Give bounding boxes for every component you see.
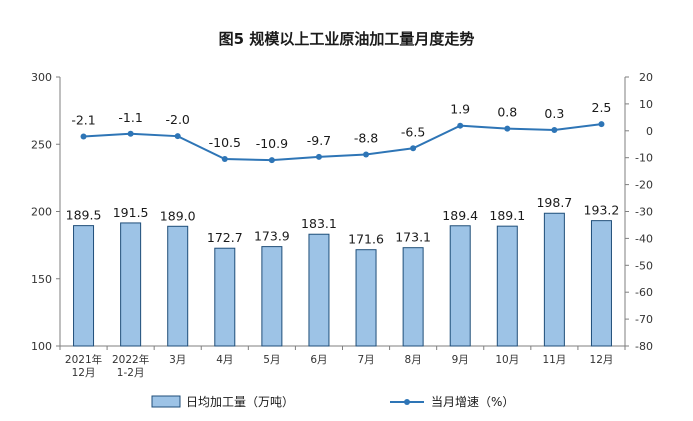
y-right-tick-label: -40: [635, 232, 653, 245]
bar: [73, 225, 95, 347]
y-left-tick-label: 100: [31, 340, 52, 353]
x-tick-label: 12月: [590, 354, 614, 366]
y-right-tick-label: 20: [639, 71, 653, 84]
growth-point: [551, 126, 558, 133]
x-tick-label: 2022年: [112, 353, 149, 366]
growth-point: [127, 130, 134, 137]
growth-point: [410, 145, 417, 152]
legend-bar-swatch: [151, 395, 181, 408]
x-tick-label: 12月: [72, 367, 96, 379]
y-right-tick-label: 10: [639, 98, 653, 111]
legend-line-label: 当月增速（%）: [431, 395, 514, 409]
x-tick-label: 11月: [542, 354, 566, 366]
growth-value-label: 2.5: [592, 100, 612, 115]
x-tick-label: 5月: [263, 354, 280, 366]
bar: [120, 222, 142, 347]
growth-value-label: -10.5: [209, 135, 241, 150]
bar: [261, 246, 283, 347]
bar-value-label: 189.1: [489, 208, 525, 223]
growth-value-label: -1.1: [118, 110, 142, 125]
growth-value-label: -2.0: [166, 112, 190, 127]
x-tick-label: 4月: [216, 354, 233, 366]
bar-value-label: 173.1: [395, 230, 431, 245]
growth-point: [80, 133, 87, 140]
bar-value-label: 189.0: [160, 208, 196, 223]
legend-line-marker: [404, 399, 410, 405]
bar-value-label: 189.4: [442, 208, 478, 223]
x-tick-label: 7月: [357, 354, 374, 366]
growth-point: [457, 122, 464, 129]
x-tick-label: 10月: [495, 354, 519, 366]
bar: [449, 225, 471, 347]
y-right-tick-label: -60: [635, 286, 653, 299]
bar-value-label: 173.9: [254, 229, 290, 244]
y-left-tick-label: 150: [31, 273, 52, 286]
growth-value-label: -6.5: [401, 124, 425, 139]
bar: [167, 225, 189, 347]
y-right-tick-label: -70: [635, 313, 653, 326]
bar-value-label: 193.2: [584, 203, 620, 218]
y-right-tick-label: -50: [635, 259, 653, 272]
legend-bar-label: 日均加工量（万吨）: [186, 395, 294, 409]
x-tick-label: 3月: [169, 354, 186, 366]
bar: [496, 225, 518, 347]
growth-point: [174, 133, 181, 140]
y-left-tick-label: 250: [31, 138, 52, 151]
growth-value-label: 1.9: [450, 102, 470, 117]
growth-point: [598, 121, 605, 128]
y-left-tick-label: 200: [31, 206, 52, 219]
growth-value-label: -2.1: [71, 112, 95, 127]
bar: [308, 233, 330, 347]
y-left-tick-label: 300: [31, 71, 52, 84]
bar-value-label: 172.7: [207, 230, 243, 245]
bar-value-label: 183.1: [301, 216, 337, 231]
growth-value-label: -9.7: [307, 133, 331, 148]
y-right-tick-label: -10: [635, 152, 653, 165]
growth-value-label: -8.8: [354, 130, 378, 145]
bar: [355, 249, 377, 347]
x-tick-label: 9月: [452, 354, 469, 366]
bar: [214, 247, 236, 347]
growth-point: [315, 153, 322, 160]
x-tick-label: 8月: [405, 354, 422, 366]
y-right-tick-label: -30: [635, 206, 653, 219]
bar-value-label: 198.7: [536, 195, 572, 210]
bar-value-label: 191.5: [113, 205, 149, 220]
bar-value-label: 171.6: [348, 232, 384, 247]
x-tick-label: 2021年: [65, 353, 102, 366]
x-tick-label: 6月: [310, 354, 327, 366]
growth-value-label: -10.9: [256, 136, 288, 151]
y-right-tick-label: 0: [646, 125, 653, 138]
y-right-tick-label: -20: [635, 179, 653, 192]
growth-point: [268, 157, 275, 164]
growth-value-label: 0.3: [544, 106, 564, 121]
bar: [543, 212, 565, 347]
growth-value-label: 0.8: [497, 105, 517, 120]
x-tick-label: 1-2月: [117, 367, 145, 379]
growth-point: [363, 151, 370, 158]
growth-line: [83, 123, 602, 162]
y-right-tick-label: -80: [635, 340, 653, 353]
growth-point: [504, 125, 511, 132]
bar: [590, 220, 612, 347]
growth-point: [221, 156, 228, 163]
bar-value-label: 189.5: [66, 208, 102, 223]
chart-title: 图5 规模以上工业原油加工量月度走势: [218, 30, 475, 48]
bar: [402, 247, 424, 347]
